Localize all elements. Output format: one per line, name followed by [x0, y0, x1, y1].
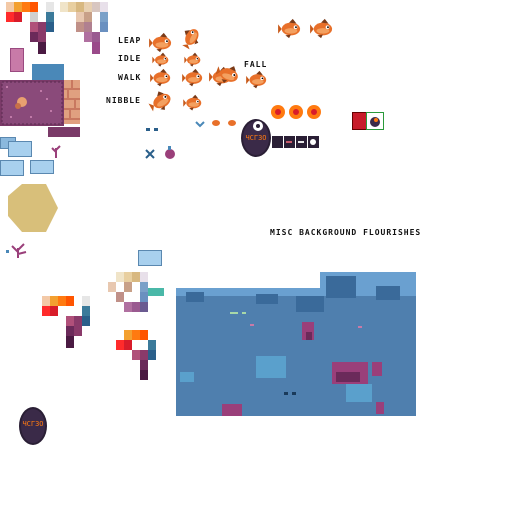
- fish-sprite-nibble-1: [148, 90, 174, 112]
- sand-hexagon: [6, 182, 58, 234]
- egg-sprite-small: ЧСГЗО: [18, 402, 48, 446]
- ice-tile-e: [138, 250, 162, 266]
- palette-swatch-lower-a: [42, 296, 94, 350]
- blue-tile: [32, 64, 64, 80]
- label-walk: WALK: [118, 73, 142, 82]
- fish-sprite-idle-1: [148, 52, 174, 68]
- egg-sprite-large: ЧСГЗО: [240, 114, 272, 158]
- label-nibble: NIBBLE: [106, 96, 141, 105]
- egg-glyphs-small: ЧСГЗО: [22, 420, 44, 428]
- palette-swatch-lower-b: [100, 272, 166, 326]
- fish-sprite-nibble-2: [180, 94, 206, 112]
- pink-tile: [10, 48, 24, 72]
- rug-tile: [0, 80, 64, 126]
- flower-row: [270, 104, 322, 120]
- fish-sprite-fall-1: [216, 64, 240, 86]
- rug-strip: [48, 127, 80, 137]
- ice-tile-b: [8, 141, 32, 157]
- label-misc: MISC BACKGROUND FLOURISHES: [270, 228, 422, 237]
- background-scene: [176, 272, 416, 416]
- coral-bit: [4, 240, 30, 258]
- fish-sprite-top-2: [308, 18, 336, 40]
- label-fall: FALL: [244, 60, 268, 69]
- label-idle: IDLE: [118, 54, 142, 63]
- eyes-sprite: [146, 126, 160, 134]
- fish-sprite-fall-2: [244, 70, 270, 90]
- egg-glyphs-large: ЧСГЗО: [245, 134, 267, 142]
- fish-sprite-leap-2: [180, 24, 202, 50]
- brick-tile: [64, 80, 80, 124]
- coral-sprig: [48, 142, 64, 158]
- ice-tile-d: [30, 160, 54, 174]
- palette-swatch-top-left-a: [6, 2, 58, 56]
- egg-frames-row: [272, 136, 320, 148]
- palette-swatch-top-left-b: [60, 2, 112, 56]
- fish-sprite-idle-2: [180, 52, 206, 68]
- fish-sprite-top-1: [276, 18, 304, 40]
- fins-sprite: [144, 146, 180, 160]
- ice-tile-c: [0, 160, 24, 176]
- fish-sprite-walk-2: [180, 68, 206, 88]
- fish-sprite-leap-1: [148, 32, 174, 54]
- fish-sprite-walk-1: [148, 68, 174, 88]
- label-leap: LEAP: [118, 36, 142, 45]
- particle-row: [194, 118, 242, 128]
- palette-swatch-lower-c: [116, 330, 168, 382]
- portrait-green: [366, 112, 384, 130]
